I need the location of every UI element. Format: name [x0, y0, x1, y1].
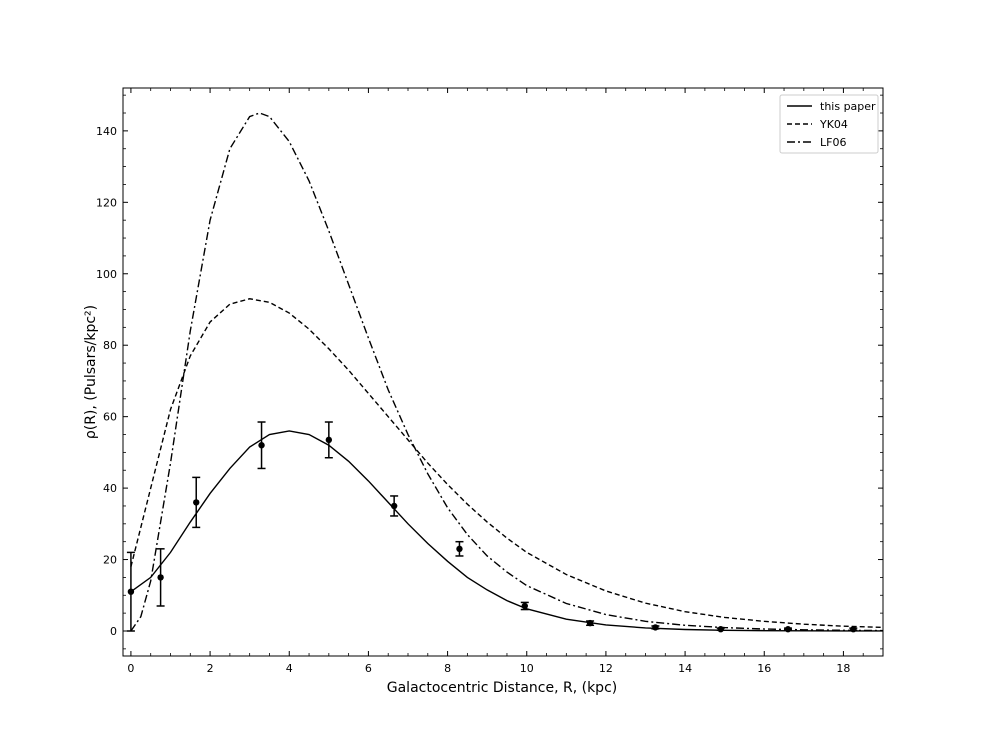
y-tick-label: 60 [103, 411, 117, 424]
x-tick-label: 2 [207, 662, 214, 675]
y-tick-label: 100 [96, 268, 117, 281]
axis-ticks: 0 2 4 6 8 10 12 14 16 18 0 20 40 60 80 100 120 140 [96, 88, 884, 675]
x-tick-label: 0 [127, 662, 134, 675]
y-tick-label: 20 [103, 554, 117, 567]
data-point [456, 545, 463, 553]
data-point [325, 436, 333, 444]
data-point [784, 626, 792, 633]
data-point [586, 619, 594, 627]
data-point [850, 626, 857, 633]
legend-label: LF06 [820, 136, 846, 149]
x-tick-label: 12 [599, 662, 613, 675]
y-tick-label: 140 [96, 125, 117, 138]
data-point [652, 624, 659, 631]
series-line-this-paper [130, 430, 883, 632]
data-point [157, 574, 164, 581]
series-line-yk04 [130, 298, 883, 629]
x-tick-label: 8 [444, 662, 451, 675]
x-tick-label: 6 [365, 662, 372, 675]
legend: this paper YK04 LF06 [779, 94, 879, 154]
data-point [521, 602, 528, 610]
y-axis-label: ρ(R), (Pulsars/kpc²) [83, 305, 99, 439]
legend-label: YK04 [819, 118, 848, 131]
y-tick-label: 120 [96, 196, 117, 209]
y-tick-label: 0 [110, 625, 117, 638]
x-tick-label: 16 [757, 662, 771, 675]
data-point [258, 442, 265, 449]
x-tick-label: 4 [286, 662, 293, 675]
data-point [390, 502, 398, 510]
y-tick-label: 40 [103, 482, 117, 495]
x-tick-label: 14 [678, 662, 692, 675]
data-point [717, 626, 724, 633]
y-tick-label: 80 [103, 339, 117, 352]
legend-label: this paper [820, 100, 876, 113]
legend-box [779, 94, 879, 154]
plot-frame [122, 87, 884, 657]
x-axis-label: Galactocentric Distance, R, (kpc) [387, 680, 617, 696]
data-point [127, 588, 135, 595]
plot-area [122, 87, 884, 657]
series-line-lf06 [130, 112, 883, 632]
x-tick-label: 10 [520, 662, 534, 675]
x-tick-label: 18 [836, 662, 850, 675]
data-point [193, 499, 200, 506]
